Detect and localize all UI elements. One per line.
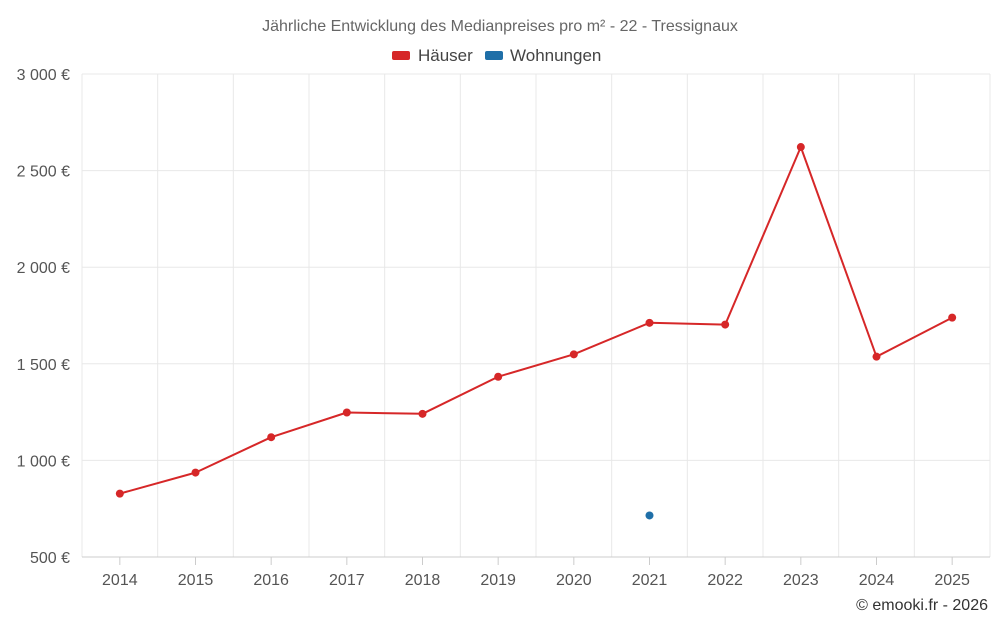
legend-label-haeuser: Häuser	[418, 46, 473, 65]
data-point-haeuser[interactable]	[494, 372, 503, 381]
legend: Häuser Wohnungen	[392, 46, 601, 65]
legend-item-haeuser[interactable]: Häuser	[392, 46, 473, 65]
data-point-wohnungen[interactable]	[645, 511, 654, 520]
data-point-haeuser[interactable]	[418, 409, 427, 418]
x-tick-label: 2016	[253, 572, 289, 589]
x-tick-label: 2025	[934, 572, 970, 589]
y-tick-label: 3 000 €	[17, 67, 70, 84]
credit-text: © emooki.fr - 2026	[856, 597, 988, 614]
data-point-haeuser[interactable]	[948, 313, 957, 322]
x-tick-label: 2018	[405, 572, 441, 589]
axes: 500 € 1 000 € 1 500 € 2 000 € 2 500 € 3 000 €…	[17, 67, 990, 589]
x-tick-label: 2023	[783, 572, 819, 589]
data-point-haeuser[interactable]	[267, 433, 276, 442]
data-point-haeuser[interactable]	[721, 320, 730, 329]
legend-swatch-wohnungen	[485, 51, 503, 60]
data-point-haeuser[interactable]	[191, 468, 200, 477]
y-tick-label: 1 000 €	[17, 453, 70, 470]
x-tick-label: 2015	[178, 572, 214, 589]
x-tick-label: 2022	[707, 572, 743, 589]
legend-swatch-haeuser	[392, 51, 410, 60]
chart-title: Jährliche Entwicklung des Medianpreises …	[262, 18, 738, 35]
x-tick-label: 2019	[480, 572, 516, 589]
series-line-haeuser	[119, 146, 953, 495]
data-point-haeuser[interactable]	[342, 408, 351, 417]
y-tick-label: 1 500 €	[17, 357, 70, 374]
x-tick-label: 2024	[859, 572, 895, 589]
x-tick-label: 2020	[556, 572, 592, 589]
data-point-haeuser[interactable]	[645, 318, 654, 327]
series	[115, 143, 957, 520]
grid	[81, 73, 991, 557]
legend-item-wohnungen[interactable]: Wohnungen	[485, 46, 601, 65]
data-point-haeuser[interactable]	[569, 350, 578, 359]
y-tick-label: 2 000 €	[17, 260, 70, 277]
y-tick-label: 500 €	[30, 550, 70, 567]
x-tick-label: 2017	[329, 572, 365, 589]
x-tick-label: 2021	[632, 572, 668, 589]
data-point-haeuser[interactable]	[796, 143, 805, 152]
x-tick-label: 2014	[102, 572, 138, 589]
y-tick-label: 2 500 €	[17, 164, 70, 181]
data-point-haeuser[interactable]	[872, 352, 881, 361]
data-point-haeuser[interactable]	[115, 489, 124, 498]
legend-label-wohnungen: Wohnungen	[510, 46, 601, 65]
